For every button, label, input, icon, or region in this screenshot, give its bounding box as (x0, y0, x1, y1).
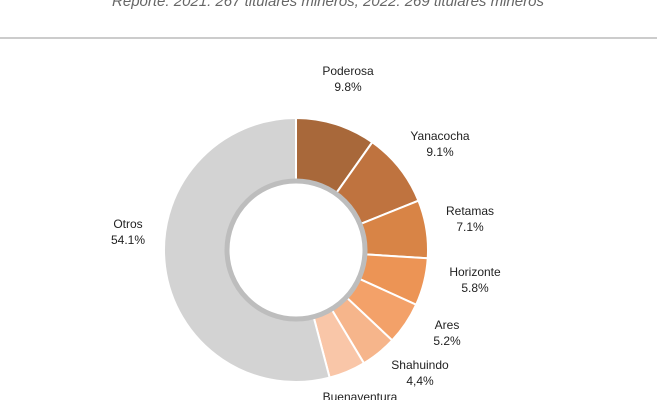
slice-value: 7.1% (456, 220, 484, 234)
slice-label: Shahuindo (391, 358, 449, 372)
slice-value: 54.1% (111, 233, 145, 247)
slice-label: Yanacocha (410, 129, 469, 143)
slice-label: Ares (435, 318, 460, 332)
slice-value: 5.2% (433, 334, 461, 348)
slice-value: 9.8% (334, 80, 362, 94)
inner-ring (224, 178, 368, 322)
slice-label: Buenaventura (323, 390, 398, 400)
slice-value: 4,4% (406, 374, 434, 388)
slice-label: Otros (113, 217, 142, 231)
slice-value: 9.1% (426, 145, 454, 159)
slice-label: Horizonte (449, 265, 501, 279)
slice-label: Poderosa (322, 64, 374, 78)
slice (163, 116, 331, 383)
slice-label: Retamas (446, 204, 494, 218)
chart-subtitle: Reporte: 2021: 267 titulares mineros, 20… (112, 0, 544, 10)
slice-value: 5.8% (461, 281, 489, 295)
